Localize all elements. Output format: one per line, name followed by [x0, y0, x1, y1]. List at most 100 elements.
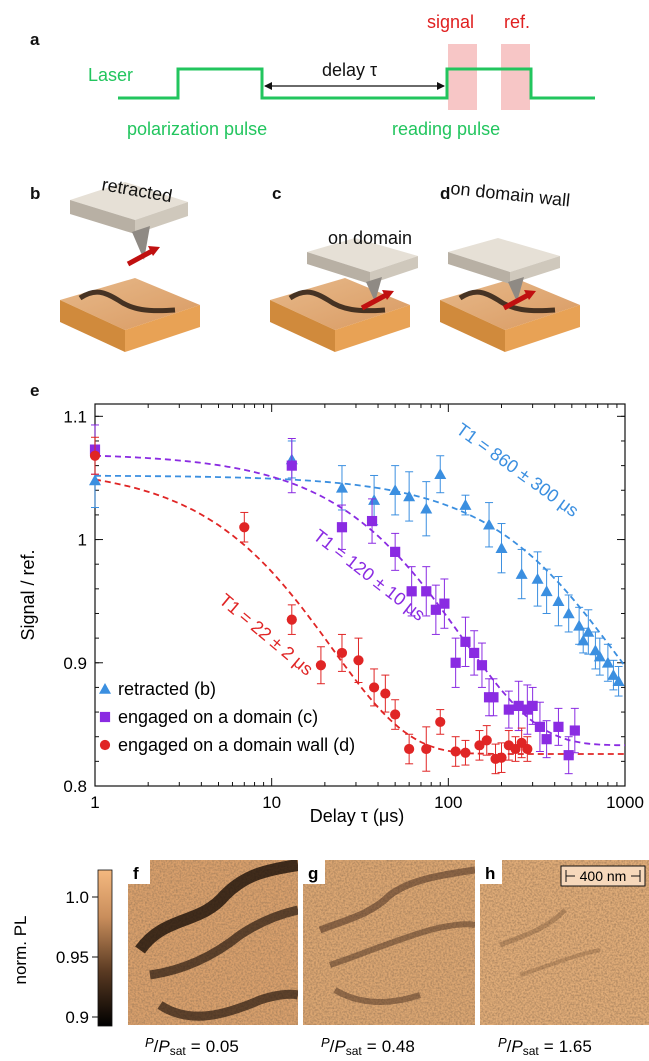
- data-point-square: [563, 750, 574, 761]
- data-point-circle: [404, 743, 415, 755]
- svg-text:P/Psat=0.48: P/Psat = 0.48: [321, 1035, 415, 1058]
- data-point-triangle: [531, 572, 544, 584]
- data-point-triangle: [562, 607, 575, 619]
- x-tick-label: 1000: [606, 793, 644, 812]
- tip-d: [448, 238, 560, 311]
- timing-diagram: Laser delay τ polarization pulse reading…: [88, 12, 595, 139]
- data-point-square: [406, 586, 417, 597]
- panel-b-letter: b: [30, 184, 41, 203]
- legend-marker-0: [99, 683, 111, 694]
- data-point-square: [469, 647, 480, 659]
- legend: retracted (b) engaged on a domain (c) en…: [99, 679, 355, 755]
- data-point-triangle: [495, 542, 508, 553]
- data-point-circle: [481, 735, 492, 746]
- data-point-square: [286, 460, 297, 471]
- svg-text:P/Psat=1.65: P/Psat = 1.65: [498, 1035, 592, 1058]
- colorbar: [97, 869, 113, 1027]
- data-point-circle: [474, 740, 485, 751]
- data-point-square: [513, 700, 524, 712]
- data-point-triangle: [577, 634, 590, 646]
- svg-text:P/Psat=0.05: P/Psat = 0.05: [145, 1035, 239, 1058]
- on-domain-label: on domain: [328, 228, 412, 248]
- fit-curve-0: [95, 474, 626, 667]
- data-point-square: [541, 734, 552, 745]
- data-point-triangle: [434, 468, 447, 480]
- data-point-circle: [239, 522, 250, 533]
- data-point-triangle: [420, 502, 433, 514]
- data-point-circle: [522, 743, 533, 755]
- legend-domain-wall: engaged on a domain wall (d): [118, 735, 355, 755]
- data-point-circle: [286, 614, 297, 625]
- data-point-square: [522, 704, 533, 715]
- data-point-square: [553, 721, 564, 732]
- colorbar-tick-095: 0.95: [56, 948, 89, 967]
- caption-g: P/Psat = 0.48: [321, 1035, 415, 1058]
- data-point-square: [366, 515, 378, 527]
- legend-marker-2: [99, 739, 111, 751]
- ref-label: ref.: [504, 12, 530, 32]
- data-point-square: [460, 636, 471, 647]
- fit-label-domain: T1 = 120 ± 10 μs: [310, 525, 429, 624]
- scalebar: 400 nm: [560, 865, 646, 887]
- fit-label-retracted: T1 = 860 ± 300 μs: [453, 419, 583, 521]
- laser-label: Laser: [88, 65, 133, 85]
- data-point-circle: [380, 688, 391, 699]
- delay-arrow-head-left: [264, 82, 272, 90]
- panel-e-letter: e: [30, 381, 40, 400]
- data-point-triangle: [593, 650, 606, 662]
- signal-label: signal: [427, 12, 474, 32]
- caption-f: P/Psat = 0.05: [145, 1035, 239, 1058]
- panel-f-letter: f: [133, 864, 139, 883]
- data-point-circle: [315, 660, 327, 671]
- data-point-circle: [435, 716, 446, 728]
- pl-maps: 1.0 0.95 0.9 norm. PL f g h 400 nm: [11, 860, 649, 1058]
- legend-marker-1: [99, 711, 111, 723]
- on-domain-wall-label: on domain wall: [450, 178, 572, 210]
- delay-arrow-head-right: [437, 82, 445, 90]
- laser-trace: [118, 67, 595, 100]
- panel-d-letter: d: [440, 184, 451, 203]
- colorbar-tick-09: 0.9: [65, 1008, 89, 1027]
- data-point-square: [488, 692, 499, 703]
- panel-a-letter: a: [30, 30, 40, 49]
- ref-window: [501, 44, 530, 110]
- data-point-triangle: [601, 656, 614, 668]
- legend-retracted: retracted (b): [118, 679, 216, 699]
- data-point-triangle: [515, 568, 528, 579]
- plot-frame: [94, 403, 626, 787]
- data-point-triangle: [607, 669, 620, 680]
- x-tick-label: 1: [90, 793, 99, 812]
- reading-pulse-label: reading pulse: [392, 119, 500, 139]
- fit-label-domain-wall: T1 = 22 ± 2 μs: [215, 590, 317, 680]
- data-point-circle: [450, 746, 461, 757]
- data-point-triangle: [403, 490, 416, 502]
- y-axis-label: Signal / ref.: [18, 549, 38, 640]
- data-point-circle: [421, 743, 432, 755]
- delay-label: delay τ: [322, 60, 377, 80]
- map-g: [303, 860, 475, 1025]
- data-point-square: [476, 660, 488, 671]
- x-axis-label: Delay τ (μs): [310, 806, 405, 826]
- data-point-triangle: [459, 499, 472, 510]
- data-point-square: [569, 725, 580, 736]
- tip-b: [70, 182, 188, 267]
- tip-c: [307, 238, 418, 311]
- panel-g-letter: g: [308, 864, 318, 883]
- y-tick-label: 0.8: [63, 777, 87, 796]
- data-point-circle: [460, 747, 471, 758]
- map-f: [128, 860, 298, 1025]
- data-point-circle: [390, 709, 401, 720]
- data-point-triangle: [552, 595, 565, 606]
- y-tick-label: 1.1: [63, 407, 87, 426]
- data-point-circle: [368, 682, 380, 693]
- colorbar-tick-1: 1.0: [65, 888, 89, 907]
- y-tick-label: 1: [78, 531, 87, 550]
- data-point-triangle: [612, 675, 625, 687]
- data-point-triangle: [89, 474, 101, 486]
- data-point-square: [390, 546, 401, 557]
- data-point-circle: [496, 752, 507, 763]
- data-point-triangle: [582, 625, 595, 637]
- data-point-triangle: [335, 481, 348, 493]
- panel-h-letter: h: [485, 864, 495, 883]
- caption-h: P/Psat = 1.65: [498, 1035, 592, 1058]
